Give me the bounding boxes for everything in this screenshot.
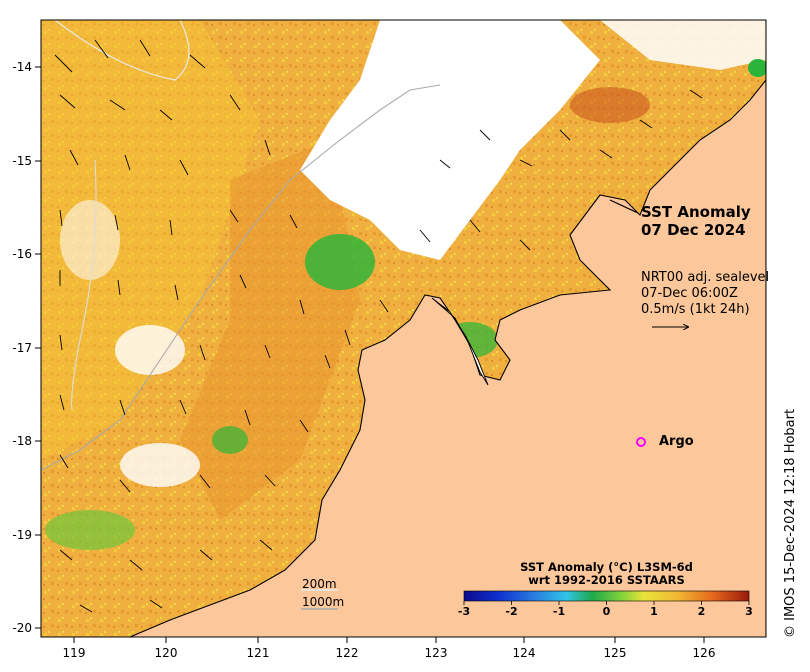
cool-anomaly-5 [748, 59, 766, 77]
colorbar-tick-label: -3 [457, 605, 471, 618]
colorbar-scale [463, 590, 750, 602]
colorbar-title: SST Anomaly (°C) L3SM-6d wrt 1992-2016 S… [464, 561, 749, 587]
king-sound [431, 297, 489, 386]
no-data-area [300, 20, 600, 260]
argo-label: Argo [659, 434, 694, 449]
cool-anomaly [305, 234, 375, 290]
x-tick-labels: 119 120 121 122 123 124 125 126 [63, 646, 716, 660]
no-data-area-2 [600, 20, 766, 70]
colorbar-tick-label: 0 [602, 605, 611, 618]
map-title: SST Anomaly 07 Dec 2024 [641, 203, 751, 239]
contour-label-1000m: 1000m [302, 595, 345, 609]
colorbar-tick-label: 3 [745, 605, 753, 618]
current-time: 07-Dec 06:00Z [641, 286, 738, 301]
x-tick-label: 123 [425, 646, 448, 660]
x-tick-label: 125 [604, 646, 627, 660]
plot-frame [40, 19, 767, 638]
sst-orange-zone [180, 140, 360, 520]
colorbar-tick-labels: -3 -2 -1 0 1 2 3 [0, 605, 810, 621]
colorbar-title-line1: SST Anomaly (°C) L3SM-6d [520, 560, 693, 574]
no-data-patch [115, 325, 185, 375]
y-tick-label: -17 [12, 341, 32, 355]
warm-anomaly [570, 87, 650, 123]
colorbar-tick-label: -1 [552, 605, 566, 618]
x-tick-label: 120 [155, 646, 178, 660]
cool-anomaly-4 [212, 426, 248, 454]
y-tick-labels: -14 -15 -16 -17 -18 -19 -20 [12, 60, 32, 635]
colorbar-title-line2: wrt 1992-2016 SSTAARS [528, 573, 685, 587]
x-tick-label: 122 [336, 646, 359, 660]
argo-marker [636, 437, 646, 447]
y-axis-ticks [35, 66, 41, 629]
colorbar-tick-label: -2 [505, 605, 518, 618]
current-info: NRT00 adj. sealevel 07-Dec 06:00Z 0.5m/s… [641, 270, 769, 318]
contour-200m [54, 20, 190, 81]
y-tick-label: -18 [12, 434, 32, 448]
sst-yellow-zone [41, 20, 260, 460]
colorbar-tick-label: 1 [650, 605, 658, 618]
y-tick-label: -19 [12, 528, 32, 542]
x-tick-label: 121 [247, 646, 270, 660]
y-tick-label: -16 [12, 247, 32, 261]
contour-1000m [41, 84, 441, 471]
current-source: NRT00 adj. sealevel [641, 270, 770, 285]
x-axis-ticks [73, 637, 705, 643]
y-tick-label: -15 [12, 154, 32, 168]
x-tick-label: 126 [693, 646, 716, 660]
y-tick-label: -14 [12, 60, 32, 74]
velocity-scale-label: 0.5m/s (1kt 24h) [641, 302, 750, 317]
title-pointer [609, 199, 639, 214]
contour-200m-b [71, 159, 97, 411]
y-tick-label: -20 [12, 621, 32, 635]
credit-text: © IMOS 15-Dec-2024 12:18 Hobart [783, 408, 798, 638]
no-data-patch-3 [60, 200, 120, 280]
no-data-patch-2 [120, 443, 200, 487]
cool-anomaly-3 [45, 510, 135, 550]
x-tick-label: 124 [513, 646, 536, 660]
map-title-date: 07 Dec 2024 [641, 221, 746, 239]
land-australia [129, 20, 766, 637]
map-title-line1: SST Anomaly [641, 203, 751, 221]
contour-label-200m: 200m [302, 577, 337, 591]
x-tick-label: 119 [63, 646, 86, 660]
colorbar-ticks [463, 601, 750, 605]
current-vectors [54, 39, 703, 613]
colorbar-tick-label: 2 [697, 605, 706, 618]
